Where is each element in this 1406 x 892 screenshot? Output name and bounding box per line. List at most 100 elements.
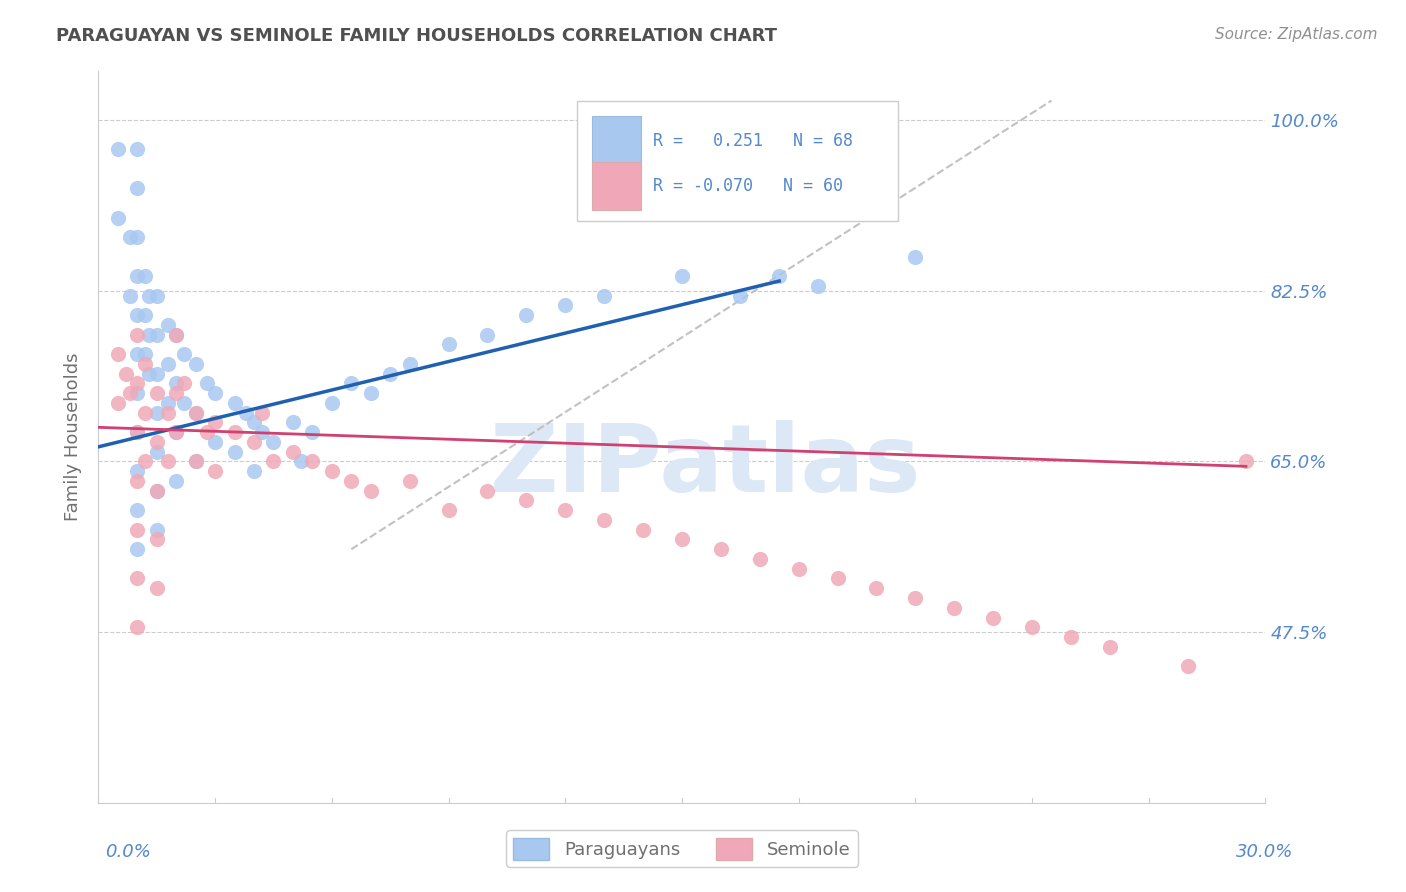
Text: 0.0%: 0.0% [105, 843, 152, 861]
Point [127, 386, 149, 401]
Point [165, 386, 187, 401]
Point [165, 327, 187, 342]
Point [321, 396, 343, 410]
Point [134, 347, 156, 361]
Point [127, 425, 149, 440]
Point [671, 533, 693, 547]
FancyBboxPatch shape [576, 101, 898, 221]
Point [671, 269, 693, 284]
Point [107, 396, 129, 410]
Point [107, 347, 129, 361]
Point [146, 406, 169, 420]
Point [127, 230, 149, 244]
Point [138, 327, 160, 342]
Point [437, 503, 460, 517]
Point [134, 308, 156, 322]
Point [173, 376, 195, 391]
Point [250, 425, 273, 440]
Point [127, 620, 149, 634]
Point [107, 211, 129, 225]
Point [107, 142, 129, 156]
Point [593, 288, 616, 302]
Point [127, 503, 149, 517]
Point [184, 406, 207, 420]
Point [224, 396, 246, 410]
Point [710, 542, 733, 557]
Point [865, 581, 887, 595]
Point [1060, 630, 1083, 644]
Point [360, 386, 382, 401]
Point [981, 610, 1004, 624]
Point [146, 533, 169, 547]
Point [127, 269, 149, 284]
Point [157, 318, 180, 332]
Point [184, 454, 207, 468]
Point [127, 347, 149, 361]
Point [515, 308, 537, 322]
Point [807, 279, 830, 293]
Point [398, 357, 420, 371]
Point [360, 483, 382, 498]
FancyBboxPatch shape [592, 161, 641, 210]
Point [118, 288, 141, 302]
Point [224, 425, 246, 440]
Point [114, 367, 136, 381]
Point [157, 396, 180, 410]
Point [146, 483, 169, 498]
Point [146, 581, 169, 595]
Point [165, 376, 187, 391]
Point [748, 552, 770, 566]
Text: PARAGUAYAN VS SEMINOLE FAMILY HOUSEHOLDS CORRELATION CHART: PARAGUAYAN VS SEMINOLE FAMILY HOUSEHOLDS… [56, 27, 778, 45]
Point [184, 454, 207, 468]
Point [127, 308, 149, 322]
Point [127, 523, 149, 537]
Point [321, 464, 343, 478]
Point [554, 503, 576, 517]
Point [165, 425, 187, 440]
Point [157, 357, 180, 371]
Point [134, 454, 156, 468]
Point [146, 483, 169, 498]
Point [554, 298, 576, 312]
Point [631, 523, 654, 537]
Point [184, 357, 207, 371]
Point [204, 416, 226, 430]
Point [250, 406, 273, 420]
Point [127, 142, 149, 156]
Point [146, 434, 169, 449]
Point [398, 474, 420, 488]
Point [146, 288, 169, 302]
Point [380, 367, 402, 381]
Point [204, 434, 226, 449]
Point [127, 376, 149, 391]
Point [290, 454, 312, 468]
Point [138, 288, 160, 302]
Point [243, 434, 266, 449]
Point [134, 269, 156, 284]
Point [146, 327, 169, 342]
Point [184, 406, 207, 420]
Point [301, 425, 323, 440]
Point [768, 269, 790, 284]
Text: R =   0.251   N = 68: R = 0.251 N = 68 [652, 131, 852, 150]
Text: ZIPatlas: ZIPatlas [489, 420, 921, 512]
Point [262, 454, 284, 468]
Point [593, 513, 616, 527]
Point [301, 454, 323, 468]
Point [118, 230, 141, 244]
Point [204, 464, 226, 478]
Point [118, 386, 141, 401]
Point [157, 454, 180, 468]
Point [173, 396, 195, 410]
Point [340, 474, 363, 488]
Point [235, 406, 257, 420]
Point [281, 416, 304, 430]
Point [146, 523, 169, 537]
Point [146, 444, 169, 458]
Text: 30.0%: 30.0% [1236, 843, 1294, 861]
Point [787, 562, 810, 576]
Point [340, 376, 363, 391]
Point [477, 327, 499, 342]
Point [127, 464, 149, 478]
Point [127, 425, 149, 440]
